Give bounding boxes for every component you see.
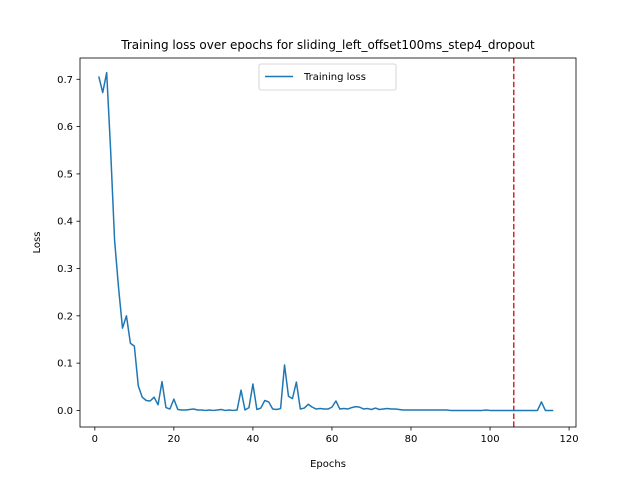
- x-axis-label: Epochs: [310, 459, 346, 470]
- y-tick-label: 0.4: [57, 217, 73, 228]
- legend: Training loss: [258, 63, 397, 91]
- x-tick-label: 60: [326, 434, 339, 445]
- x-tick-label: 40: [247, 434, 260, 445]
- y-tick-label: 0.6: [57, 122, 73, 133]
- y-tick-label: 0.0: [57, 406, 73, 417]
- legend-box: [258, 63, 397, 91]
- x-tick-label: 20: [167, 434, 180, 445]
- plot-frame: [79, 57, 577, 428]
- chart-title: Training loss over epochs for sliding_le…: [120, 38, 535, 52]
- y-axis-label: Loss: [32, 232, 43, 254]
- y-tick-label: 0.5: [57, 169, 73, 180]
- training-loss-line: [98, 71, 554, 412]
- y-axis-ticks: 0.0 0.1 0.2 0.3 0.4 0.5 0.6 0.7: [57, 75, 80, 417]
- x-axis-ticks: 0 20 40 60 80 100 120: [92, 427, 579, 445]
- x-tick-label: 120: [560, 434, 579, 445]
- x-tick-label: 100: [480, 434, 499, 445]
- y-tick-label: 0.2: [57, 311, 73, 322]
- x-tick-label: 0: [92, 434, 98, 445]
- legend-label: Training loss: [303, 72, 366, 83]
- y-tick-label: 0.7: [57, 75, 73, 86]
- x-tick-label: 80: [405, 434, 418, 445]
- y-tick-label: 0.1: [57, 359, 73, 370]
- y-tick-label: 0.3: [57, 264, 73, 275]
